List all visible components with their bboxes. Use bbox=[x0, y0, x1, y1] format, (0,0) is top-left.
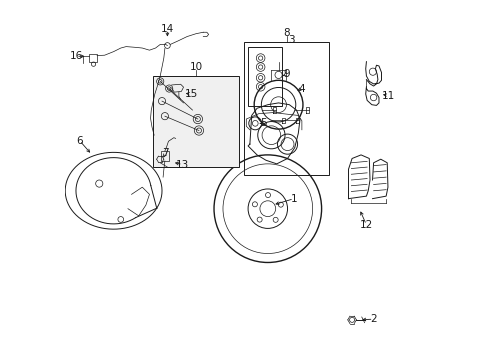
Text: 9: 9 bbox=[283, 69, 289, 79]
Bar bbox=[153, 76, 239, 167]
Text: 3: 3 bbox=[287, 35, 294, 45]
Text: 14: 14 bbox=[161, 24, 174, 35]
Bar bbox=[244, 42, 328, 175]
Text: 6: 6 bbox=[76, 136, 82, 145]
Text: 12: 12 bbox=[359, 220, 372, 230]
Bar bbox=[247, 47, 282, 107]
Text: 5: 5 bbox=[259, 118, 266, 128]
Text: 1: 1 bbox=[290, 194, 297, 204]
Text: 7: 7 bbox=[162, 148, 168, 158]
Text: 16: 16 bbox=[69, 51, 82, 61]
Bar bbox=[89, 54, 97, 62]
Text: 4: 4 bbox=[298, 84, 305, 94]
Text: 11: 11 bbox=[381, 91, 394, 101]
Text: 8: 8 bbox=[283, 28, 289, 38]
Bar bbox=[160, 151, 169, 161]
Text: 10: 10 bbox=[189, 62, 202, 72]
Text: 15: 15 bbox=[184, 89, 198, 99]
Text: 13: 13 bbox=[176, 159, 189, 170]
Text: 2: 2 bbox=[369, 314, 376, 324]
